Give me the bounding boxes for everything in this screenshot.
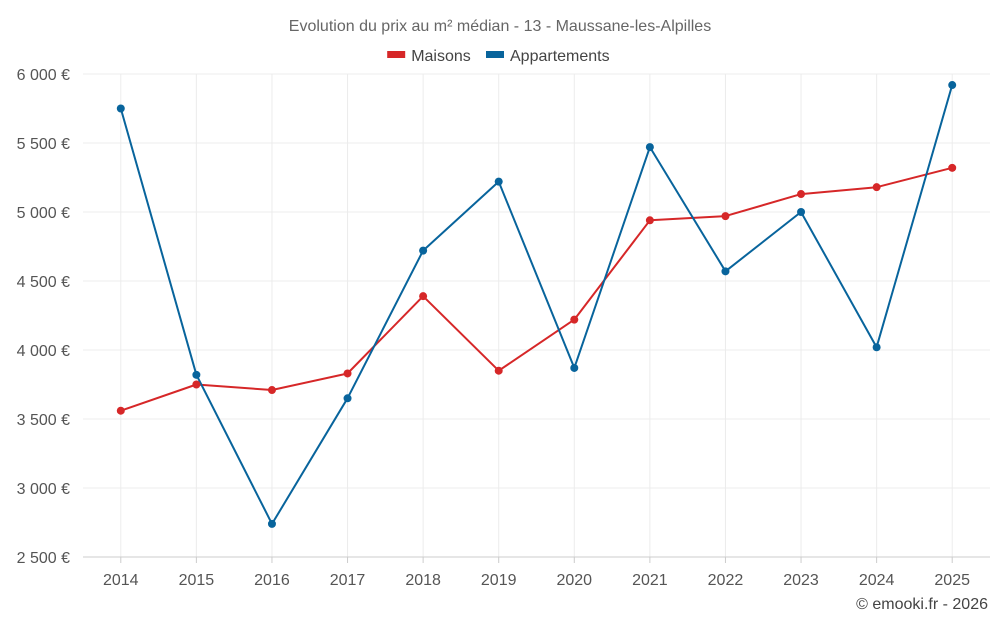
data-point-appartements[interactable] <box>267 519 276 528</box>
series-line-maisons <box>120 166 953 412</box>
data-point-maisons[interactable] <box>116 406 125 415</box>
data-point-maisons[interactable] <box>494 366 503 375</box>
chart-title: Evolution du prix au m² médian - 13 - Ma… <box>289 18 711 35</box>
data-point-maisons[interactable] <box>419 292 428 301</box>
legend-label-appartements[interactable]: Appartements <box>510 48 610 65</box>
series-lines <box>119 84 954 525</box>
data-point-appartements[interactable] <box>343 394 352 403</box>
data-point-maisons[interactable] <box>797 190 806 199</box>
y-tick-label: 2 500 € <box>17 550 70 567</box>
x-tick-label: 2015 <box>179 572 215 589</box>
data-point-appartements[interactable] <box>872 343 881 352</box>
x-tick-label: 2022 <box>708 572 744 589</box>
copyright-credit: © emooki.fr - 2026 <box>856 596 988 613</box>
x-tick-label: 2020 <box>556 572 592 589</box>
grid <box>83 73 990 558</box>
data-point-appartements[interactable] <box>645 143 654 152</box>
data-point-appartements[interactable] <box>419 246 428 255</box>
data-point-maisons[interactable] <box>192 380 201 389</box>
series-points <box>116 81 957 528</box>
data-point-maisons[interactable] <box>267 386 276 395</box>
data-point-appartements[interactable] <box>570 363 579 372</box>
data-point-maisons[interactable] <box>721 212 730 221</box>
x-tick-label: 2023 <box>783 572 819 589</box>
y-tick-label: 4 000 € <box>17 343 70 360</box>
data-point-maisons[interactable] <box>645 216 654 225</box>
legend: Maisons Appartements <box>387 48 610 65</box>
x-tick-label: 2024 <box>859 572 895 589</box>
legend-label-maisons[interactable]: Maisons <box>411 48 471 65</box>
y-tick-label: 3 000 € <box>17 481 70 498</box>
data-point-appartements[interactable] <box>494 177 503 186</box>
data-point-appartements[interactable] <box>192 370 201 379</box>
x-tick-label: 2017 <box>330 572 366 589</box>
x-tick-label: 2019 <box>481 572 517 589</box>
y-tick-label: 4 500 € <box>17 274 70 291</box>
data-point-appartements[interactable] <box>116 104 125 113</box>
x-tick-label: 2016 <box>254 572 290 589</box>
data-point-maisons[interactable] <box>343 369 352 378</box>
legend-swatch-appartements[interactable] <box>486 51 504 58</box>
data-point-maisons[interactable] <box>872 183 881 192</box>
data-point-appartements[interactable] <box>948 81 957 90</box>
x-tick-label: 2018 <box>405 572 441 589</box>
y-tick-label: 5 000 € <box>17 205 70 222</box>
x-tick-label: 2014 <box>103 572 139 589</box>
data-point-appartements[interactable] <box>721 267 730 276</box>
series-line-appartements <box>119 84 954 525</box>
y-tick-label: 6 000 € <box>17 67 70 84</box>
axes: 2 500 € 3 000 € 3 500 € 4 000 € 4 500 € 5 000… <box>17 67 990 589</box>
data-point-maisons[interactable] <box>570 315 579 324</box>
data-point-maisons[interactable] <box>948 163 957 172</box>
y-tick-label: 3 500 € <box>17 412 70 429</box>
data-point-appartements[interactable] <box>797 208 806 216</box>
legend-swatch-maisons[interactable] <box>387 51 406 58</box>
x-tick-label: 2025 <box>934 572 970 589</box>
x-tick-label: 2021 <box>632 572 668 589</box>
y-tick-label: 5 500 € <box>17 136 70 153</box>
